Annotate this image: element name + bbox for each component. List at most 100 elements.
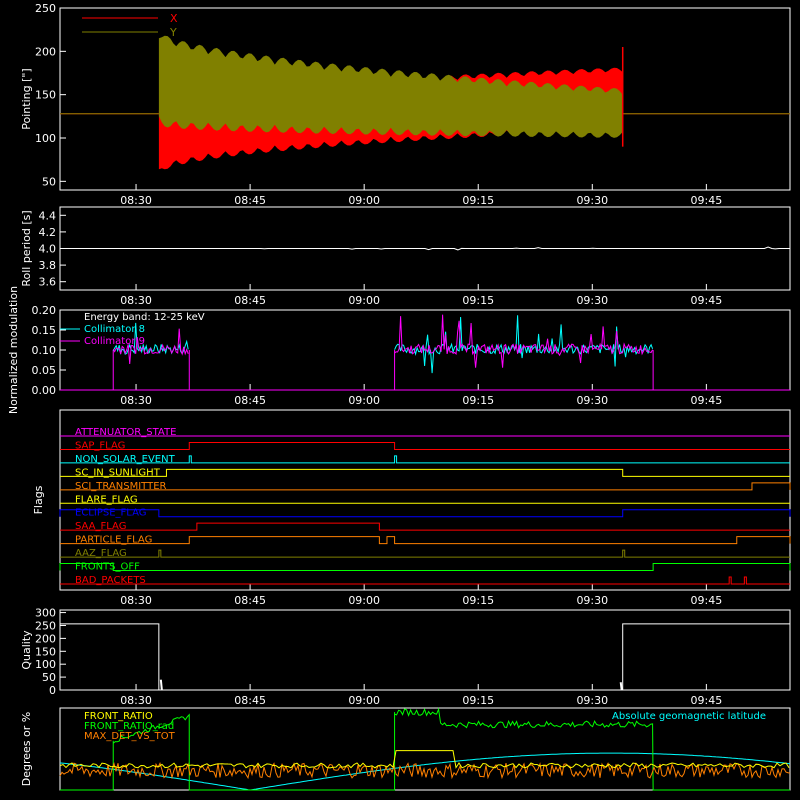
- x-tick-label: 08:30: [120, 594, 152, 607]
- flag-line-sap_flag: [60, 441, 790, 450]
- quality-frame: [59, 609, 791, 691]
- front-ratio-rad-line: [60, 707, 790, 791]
- y-tick-label: 250: [35, 619, 56, 632]
- latitude-line: [59, 752, 791, 791]
- flag-label-saa_flag: SAA_FLAG: [75, 521, 126, 532]
- x-tick-label: 08:30: [120, 294, 152, 307]
- flag-label-eclipse_flag: ECLIPSE_FLAG: [75, 508, 146, 519]
- y-tick-label: 0.15: [32, 324, 57, 337]
- legend-label-Collimator-9: Collimator 9: [84, 336, 145, 347]
- x-tick-label: 09:30: [576, 194, 608, 207]
- y-axis-label: Quality: [20, 630, 33, 670]
- y-tick-label: 3.6: [39, 276, 57, 289]
- x-tick-label: 09:15: [462, 294, 494, 307]
- y-tick-label: 4.2: [39, 226, 57, 239]
- quality-spike: [159, 679, 163, 691]
- y-tick-label: 4.0: [39, 243, 57, 256]
- y-tick-label: 150: [35, 645, 56, 658]
- x-tick-label: 08:45: [234, 294, 266, 307]
- flag-line-aaz_flag: [60, 549, 790, 558]
- y-tick-label: 0.10: [32, 344, 57, 357]
- y-tick-label: 0.20: [32, 304, 57, 317]
- y-tick-label: 0.05: [32, 364, 57, 377]
- x-tick-label: 09:00: [348, 294, 380, 307]
- roll-period-panel: 3.6 3.8 4.0 4.2 4.4 Roll period [s] 08:30 08:45…: [20, 206, 791, 307]
- x-tick-label: 08:30: [120, 394, 152, 407]
- legend-label-max_det_vs_tot: MAX_DET_VS_TOT: [84, 731, 176, 742]
- flags-frame: [59, 409, 791, 591]
- x-tick-label: 08:30: [120, 194, 152, 207]
- flag-line-particle_flag: [60, 536, 791, 545]
- flag-label-bad_packets: BAD_PACKETS: [75, 575, 146, 586]
- y-axis-label: Degrees or %: [20, 712, 33, 786]
- y-tick-label: 300: [35, 607, 56, 620]
- x-tick-label: 09:45: [691, 694, 723, 707]
- flag-line-bad_packets: [60, 576, 790, 585]
- pointing-frame: [59, 7, 791, 191]
- x-tick-label: 08:30: [120, 694, 152, 707]
- x-tick-label: 09:00: [348, 394, 380, 407]
- legend-label-front_ratio_rad: FRONT_RATIO_rad: [84, 721, 174, 732]
- modulation-panel: 0.00 0.05 0.10 0.15 0.20 Normalized modulatio…: [7, 286, 791, 414]
- flag-label-aaz_flag: AAZ_FLAG: [75, 548, 127, 559]
- flag-label-flare_flag: FLARE_FLAG: [75, 494, 138, 505]
- x-tick-label: 09:45: [691, 394, 723, 407]
- x-tick-label: 08:45: [234, 694, 266, 707]
- geomagnetic-panel: Degrees or % FRONT_RATIOFRONT_RATIO_radMA…: [20, 707, 791, 791]
- x-tick-label: 09:30: [576, 594, 608, 607]
- x-tick-label: 09:15: [462, 594, 494, 607]
- x-tick-label: 09:30: [576, 294, 608, 307]
- flag-line-non_solar_event: [60, 455, 790, 464]
- legend-label-Y: Y: [169, 26, 177, 39]
- x-tick-label: 09:00: [348, 594, 380, 607]
- flag-label-particle_flag: PARTICLE_FLAG: [75, 535, 152, 546]
- y-tick-label: 100: [35, 132, 56, 145]
- x-tick-label: 09:45: [691, 594, 723, 607]
- legend-label-X: X: [170, 12, 178, 25]
- flag-line-eclipse_flag: [59, 509, 791, 518]
- y-tick-label: 0: [49, 684, 56, 697]
- y-tick-label: 3.8: [39, 259, 57, 272]
- y-tick-label: 0.00: [32, 384, 57, 397]
- y-tick-label: 200: [35, 632, 56, 645]
- y-axis-label: Pointing ["]: [20, 68, 33, 129]
- flag-label-non_solar_event: NON_SOLAR_EVENT: [75, 454, 176, 465]
- x-tick-label: 09:15: [462, 694, 494, 707]
- series-Collimator-8: [394, 315, 654, 374]
- flag-label-attenuator_state: ATTENUATOR_STATE: [75, 427, 176, 438]
- x-tick-label: 08:45: [234, 594, 266, 607]
- x-tick-label: 09:15: [462, 394, 494, 407]
- flag-label-sap_flag: SAP_FLAG: [75, 440, 125, 451]
- y-tick-label: 250: [35, 2, 56, 15]
- x-tick-label: 09:30: [576, 694, 608, 707]
- quality-spike: [619, 682, 623, 691]
- y-axis-label: Normalized modulation: [7, 286, 20, 414]
- envelope-Y: [158, 35, 623, 138]
- series-Collimator-9: [112, 328, 189, 365]
- flag-label-sc_in_sunlight: SC_IN_SUNLIGHT: [75, 467, 161, 478]
- latitude-annotation: Absolute geomagnetic latitude: [612, 711, 766, 722]
- legend-label-front_ratio: FRONT_RATIO: [84, 711, 153, 722]
- y-tick-label: 4.4: [39, 209, 57, 222]
- y-tick-label: 150: [35, 89, 56, 102]
- quality-line: [60, 623, 790, 691]
- x-tick-label: 09:45: [691, 294, 723, 307]
- flag-label-fronts_off: FRONTS_OFF: [75, 562, 140, 573]
- x-tick-label: 09:45: [691, 194, 723, 207]
- legend-label-Collimator-8: Collimator 8: [84, 324, 145, 335]
- series-Collimator-9: [394, 314, 654, 368]
- y-axis-label: Flags: [32, 485, 45, 514]
- y-tick-label: 100: [35, 658, 56, 671]
- x-tick-label: 09:30: [576, 394, 608, 407]
- x-tick-label: 08:45: [234, 194, 266, 207]
- flag-line-sc_in_sunlight: [60, 468, 790, 477]
- y-tick-label: 50: [42, 671, 56, 684]
- flag-line-sci_transmitter: [60, 482, 791, 491]
- geomag-frame: [59, 707, 791, 791]
- y-tick-label: 200: [35, 45, 56, 58]
- max-det-line: [59, 761, 791, 780]
- front-ratio-line: [59, 750, 790, 769]
- y-axis-label: Roll period [s]: [20, 210, 33, 286]
- x-tick-label: 09:00: [348, 194, 380, 207]
